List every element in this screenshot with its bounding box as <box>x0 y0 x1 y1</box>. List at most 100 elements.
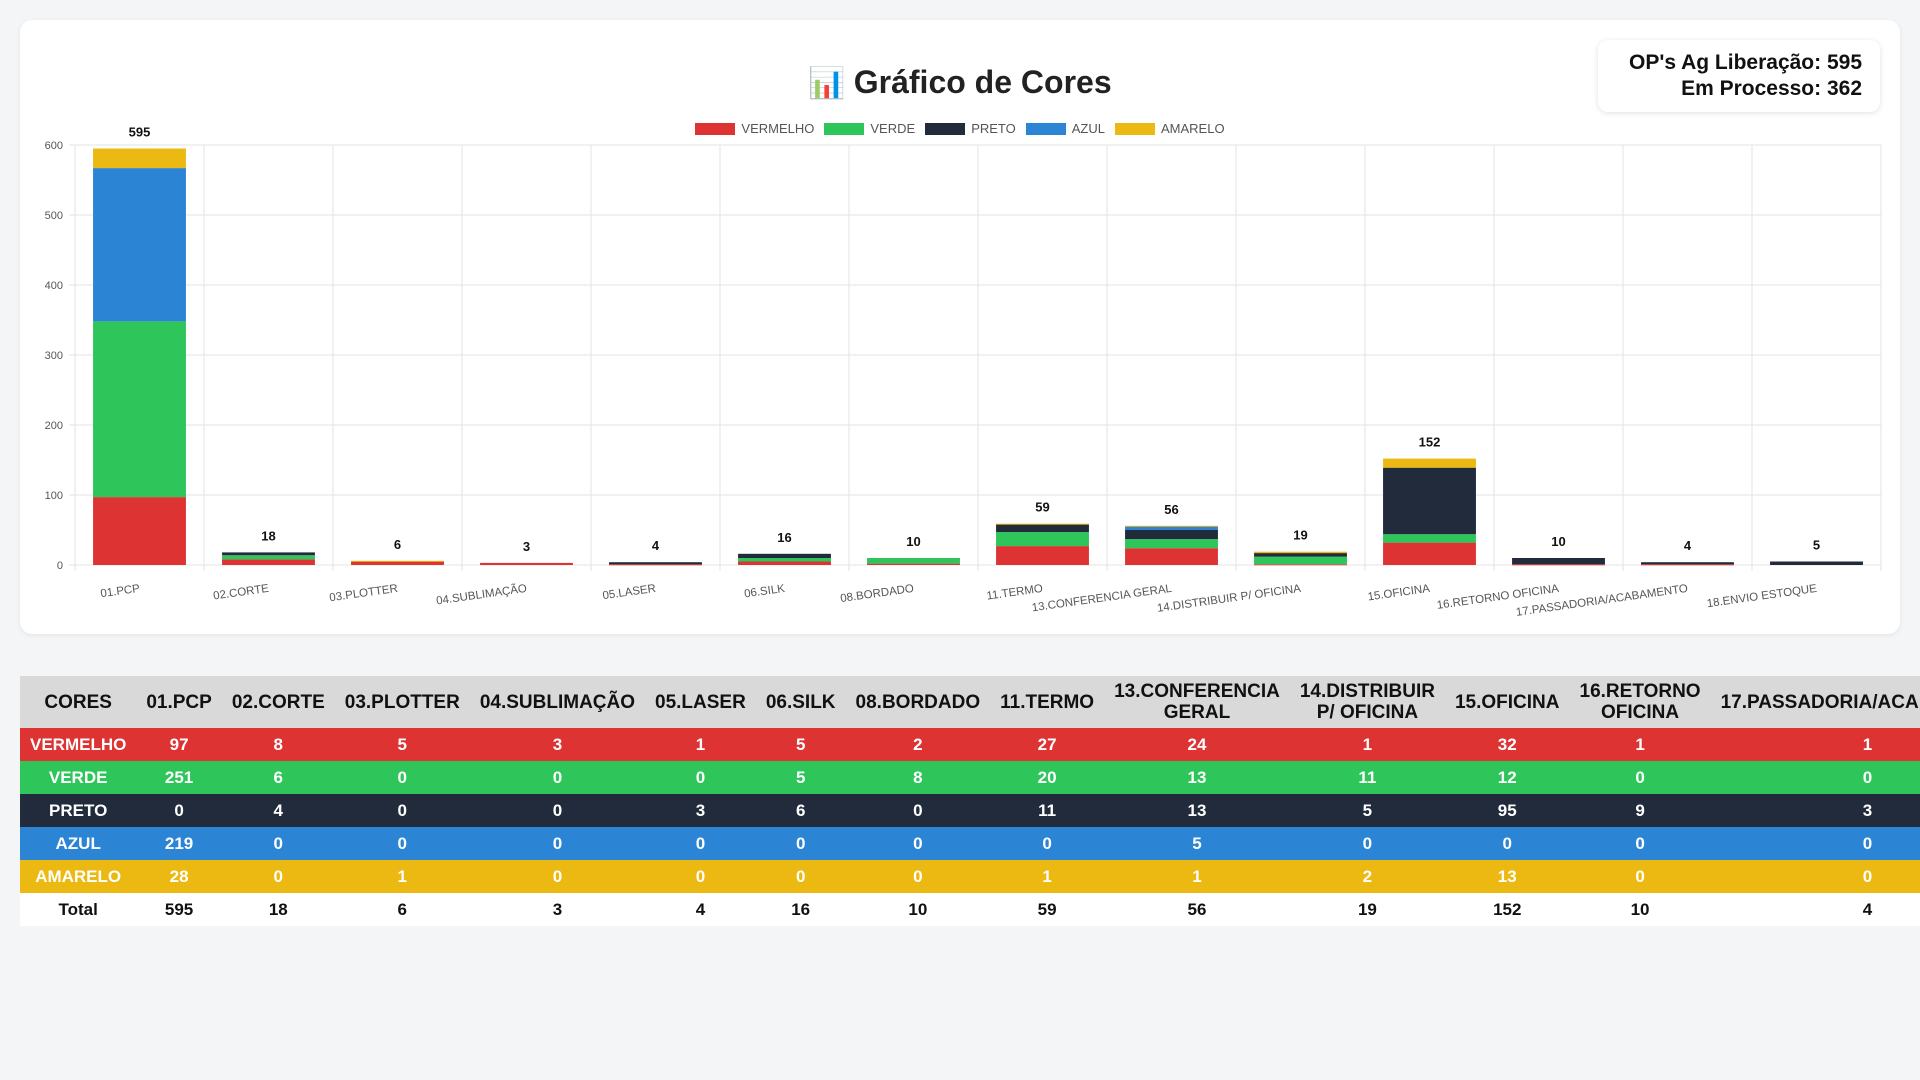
table-cell: 0 <box>221 827 335 860</box>
column-header: 13.CONFERENCIA GERAL <box>1104 676 1290 728</box>
column-header-text: P/ OFICINA <box>1316 702 1419 723</box>
table-cell: 8 <box>221 728 335 761</box>
column-header: 11.TERMO <box>990 676 1105 728</box>
table-cell: 20 <box>990 761 1105 794</box>
table-cell: 0 <box>1710 860 1920 893</box>
table-cell: 1 <box>990 860 1105 893</box>
x-tick-label: 15.OFICINA <box>1367 583 1431 604</box>
bar-segment <box>1254 553 1347 557</box>
bar-segment <box>351 561 444 565</box>
table-cell: 59 <box>990 893 1105 926</box>
table-cell: 1 <box>645 728 756 761</box>
table-cell: 0 <box>1289 827 1445 860</box>
table-cell: 5 <box>1104 827 1290 860</box>
page-title: 📊 Gráfico de Cores <box>20 64 1900 101</box>
table-cell: 0 <box>136 794 222 827</box>
bar-segment <box>1641 562 1734 565</box>
colors-table-container: CORES 01.PCP 02.CORTE 03.PLOTTER 04.SUBLIMAÇ… <box>20 676 1920 926</box>
bar-segment <box>222 559 315 565</box>
table-cell: 0 <box>755 827 846 860</box>
column-header-cores: CORES <box>20 676 137 728</box>
bar-total-label: 10 <box>906 534 920 549</box>
column-header-text: 02.CORTE <box>231 691 325 713</box>
table-cell: 24 <box>1104 728 1290 761</box>
bar-segment <box>867 558 960 564</box>
bar-segment <box>93 168 186 322</box>
table-cell: 0 <box>221 860 335 893</box>
bar-segment <box>738 558 831 562</box>
table-cell: 3 <box>1710 794 1920 827</box>
legend-label: PRETO <box>971 121 1016 136</box>
bar-segment <box>222 555 315 560</box>
legend-swatch <box>1025 123 1066 135</box>
bar-segment <box>1512 564 1605 566</box>
table-cell: 28 <box>136 860 222 893</box>
row-label: Total <box>20 893 137 926</box>
bar-segment <box>738 553 831 558</box>
stats-box: OP's Ag Liberação: 595 Em Processo: 362 <box>1598 40 1880 112</box>
stat-processo: Em Processo: 362 <box>1681 77 1862 100</box>
table-cell: 32 <box>1444 728 1570 761</box>
table-cell: 6 <box>755 794 846 827</box>
column-header: 04.SUBLIMAÇÃO <box>469 676 646 728</box>
chart-card: 📊 Gráfico de Cores OP's Ag Liberação: 595… <box>20 20 1900 634</box>
table-cell: 5 <box>755 728 846 761</box>
table-cell: 251 <box>136 761 222 794</box>
bar-total-label: 4 <box>1684 538 1692 553</box>
legend-item-verde[interactable]: VERDE <box>824 121 915 136</box>
table-cell: 5 <box>1289 794 1445 827</box>
legend-swatch <box>925 123 966 135</box>
table-cell: 18 <box>221 893 335 926</box>
table-cell: 56 <box>1104 893 1290 926</box>
legend-item-azul[interactable]: AZUL <box>1025 121 1105 136</box>
column-header-text: 14.DISTRIBUIR <box>1299 681 1435 702</box>
bar-chart-icon: 📊 <box>808 67 846 100</box>
table-row: VERMELHO 97 8 5 3 1 5 2 27 24 1 32 1 1 <box>20 728 1920 761</box>
table-row: PRETO 0 4 0 0 3 6 0 11 13 5 95 9 3 <box>20 794 1920 827</box>
bar-total-label: 18 <box>261 528 275 543</box>
table-cell: 27 <box>990 728 1105 761</box>
column-header: 01.PCP <box>136 676 222 728</box>
table-cell: 1 <box>1104 860 1290 893</box>
column-header: 15.OFICINA <box>1444 676 1570 728</box>
bar-segment <box>480 562 573 565</box>
table-row: AZUL 219 0 0 0 0 0 0 0 5 0 0 0 0 <box>20 827 1920 860</box>
bar-segment <box>1125 539 1218 549</box>
chart-title: Gráfico de Cores <box>853 64 1112 100</box>
legend-swatch <box>695 123 736 135</box>
table-cell: 0 <box>645 860 756 893</box>
legend-label: VERDE <box>870 121 916 136</box>
table-cell: 13 <box>1444 860 1570 893</box>
bar-total-label: 19 <box>1293 528 1307 543</box>
table-cell: 0 <box>334 794 470 827</box>
table-cell: 0 <box>755 860 846 893</box>
legend-item-amarelo[interactable]: AMARELO <box>1114 121 1225 136</box>
table-cell: 97 <box>136 728 222 761</box>
legend-swatch <box>824 123 865 135</box>
table-cell: 8 <box>845 761 991 794</box>
table-cell: 0 <box>334 827 470 860</box>
table-cell: 0 <box>645 827 756 860</box>
bar-segment <box>867 563 960 565</box>
table-cell: 0 <box>645 761 756 794</box>
x-tick-label: 13.CONFERENCIA GERAL <box>1031 583 1173 615</box>
bar-total-label: 152 <box>1419 435 1441 450</box>
table-cell: 95 <box>1444 794 1570 827</box>
x-tick-label: 03.PLOTTER <box>329 583 399 604</box>
legend-item-vermelho[interactable]: VERMELHO <box>695 121 814 136</box>
table-cell: 6 <box>221 761 335 794</box>
table-cell: 10 <box>1569 893 1711 926</box>
legend-item-preto[interactable]: PRETO <box>925 121 1016 136</box>
bar-total-label: 59 <box>1035 500 1049 515</box>
table-cell: 12 <box>1444 761 1570 794</box>
table-cell: 3 <box>469 728 646 761</box>
x-tick-label: 08.BORDADO <box>840 583 915 605</box>
column-header-text: 11.TERMO <box>1000 691 1095 713</box>
table-cell: 0 <box>845 827 991 860</box>
x-tick-label: 06.SILK <box>743 583 786 601</box>
table-cell: 9 <box>1569 794 1711 827</box>
x-tick-label: 01.PCP <box>100 583 141 600</box>
column-header-text: 03.PLOTTER <box>344 691 460 713</box>
x-tick-label: 11.TERMO <box>986 583 1044 603</box>
y-tick-label: 0 <box>57 560 63 572</box>
